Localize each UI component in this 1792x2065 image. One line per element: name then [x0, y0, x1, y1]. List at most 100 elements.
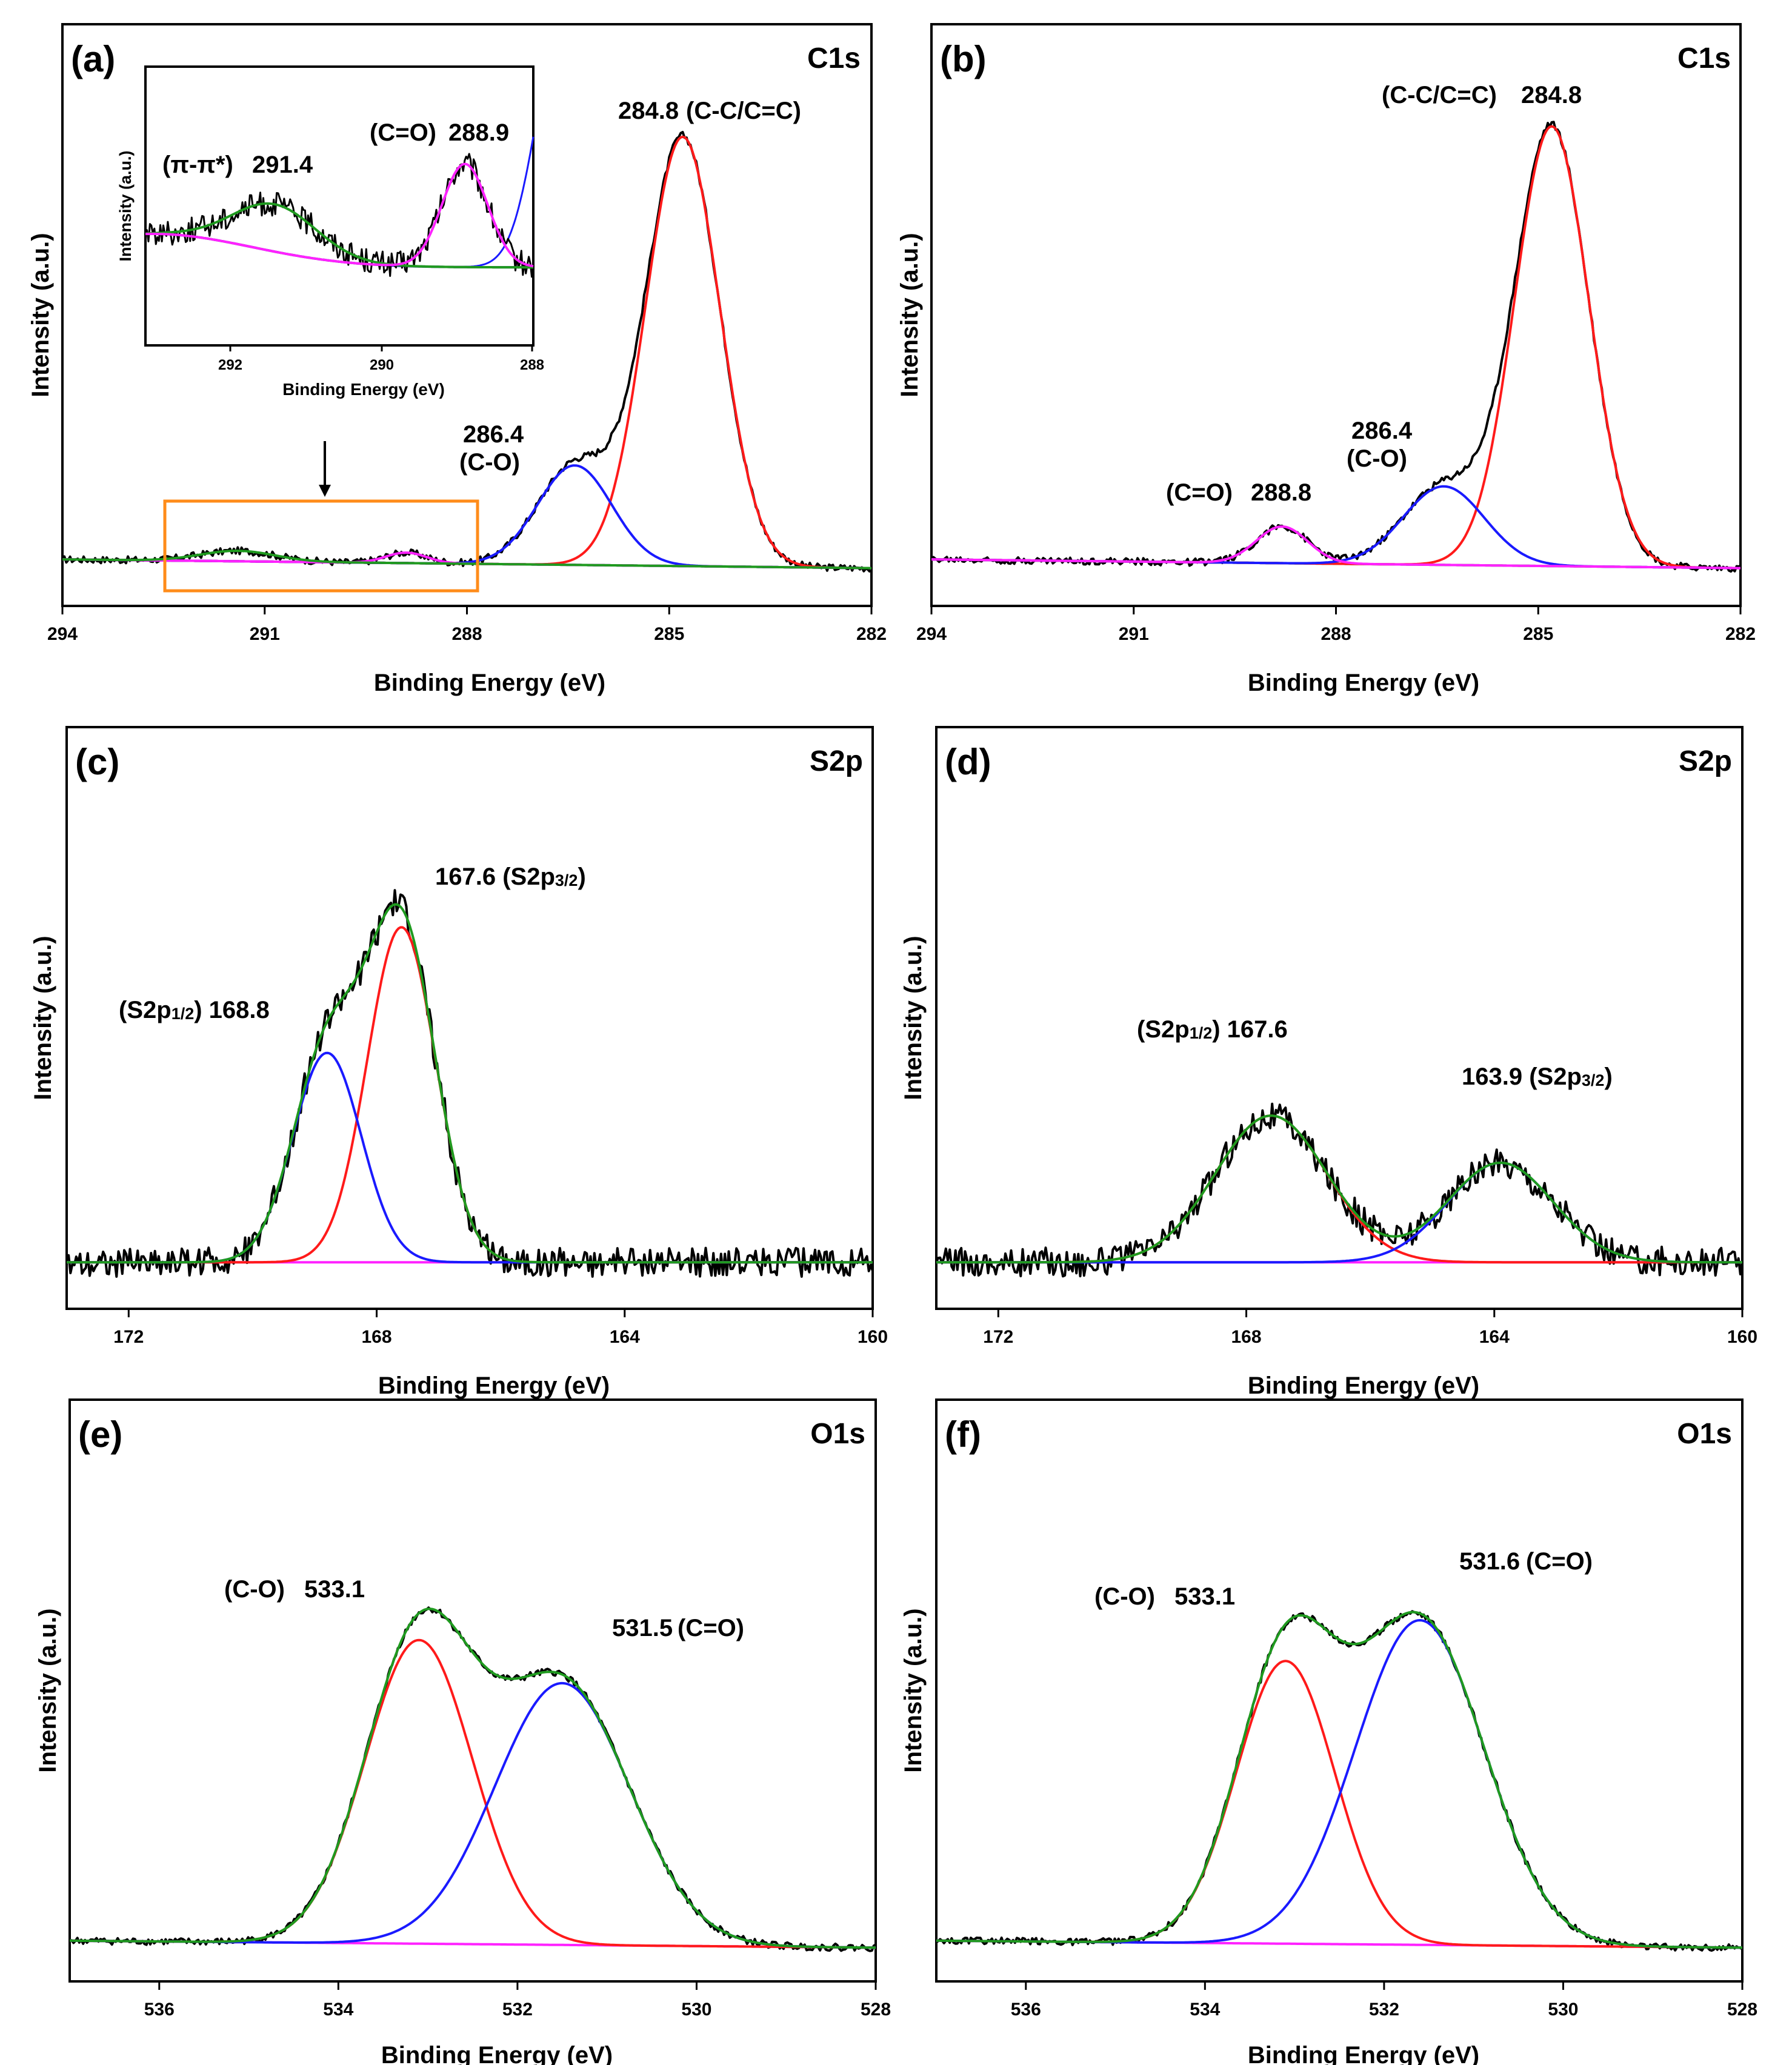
x-tick-label: 534 — [1190, 2000, 1220, 2020]
x-tick-label: 285 — [1523, 624, 1553, 644]
fit-envelope — [70, 1608, 876, 1949]
panel-a-letter: (a) — [71, 39, 115, 79]
x-tick-label: 536 — [144, 2000, 175, 2020]
raw-spectrum — [68, 1606, 876, 1952]
x-tick-label: 285 — [654, 624, 684, 644]
panel-f-ylabel: Intensity (a.u.) — [900, 1608, 927, 1772]
x-tick-label: 291 — [250, 624, 280, 644]
x-tick-label: 282 — [856, 624, 887, 644]
panel-e-peak1-value: 533.1 — [304, 1576, 365, 1603]
panel-f-title: O1s — [1677, 1418, 1732, 1450]
peak-s2p1-2 — [67, 1051, 873, 1264]
panel-d-frame — [935, 726, 1744, 1310]
panel-b-peak2-label: (C-O) — [1347, 445, 1407, 472]
panel-b-letter: (b) — [940, 39, 987, 79]
panel-a-inset: 292 290 288 Binding Energy (eV) Intensit… — [116, 65, 544, 399]
inset-co-value: 288.9 — [448, 119, 509, 146]
x-tick-label: 288 — [1321, 624, 1351, 644]
inset-tick-292: 292 — [218, 357, 242, 373]
inset-plot — [144, 136, 535, 278]
inset-raw — [144, 153, 535, 278]
raw-spectrum — [931, 121, 1741, 573]
x-tick-label: 160 — [1727, 1327, 1757, 1347]
panel-b-xlabel: Binding Energy (eV) — [1248, 670, 1479, 696]
peak-s2p3-2 — [67, 926, 873, 1264]
peak-c-c-c-c — [931, 125, 1740, 570]
peak-c-o — [70, 1681, 876, 1949]
inset-co-label: (C=O) — [370, 119, 436, 146]
panel-f-ticks: 536 534 532 530 528 — [1011, 1981, 1757, 2020]
panel-f-frame — [935, 1398, 1744, 1983]
panel-b-title: C1s — [1677, 42, 1731, 75]
panel-c-letter: (c) — [75, 742, 119, 782]
panel-d-letter: (d) — [945, 742, 991, 782]
x-tick-label: 164 — [1479, 1327, 1510, 1347]
panel-d-xlabel: Binding Energy (eV) — [1248, 1372, 1479, 1399]
panel-a-arrow-head — [319, 485, 331, 497]
x-tick-label: 536 — [1011, 2000, 1041, 2020]
panel-b-frame — [930, 23, 1742, 607]
x-tick-label: 168 — [362, 1327, 392, 1347]
peak-c-o — [936, 1660, 1742, 1949]
panel-c-xlabel: Binding Energy (eV) — [378, 1372, 610, 1399]
panel-e-frame — [68, 1398, 877, 1983]
panel-d: 172 168 164 160 (d) S2p (S2p1/2) 167.6 163.… — [900, 726, 1757, 1399]
peak-c-o — [70, 1638, 876, 1949]
x-tick-label: 172 — [983, 1327, 1013, 1347]
panel-e-xlabel: Binding Energy (eV) — [381, 2042, 613, 2065]
panel-c-ylabel: Intensity (a.u.) — [30, 936, 56, 1100]
panel-f-peak1-label: (C-O) — [1094, 1583, 1155, 1610]
panel-d-title: S2p — [1679, 745, 1732, 777]
inset-ylabel: Intensity (a.u.) — [116, 150, 135, 261]
panel-e-peak2-label: (C=O) — [678, 1615, 744, 1641]
panel-b-peak1-value: 284.8 — [1521, 82, 1582, 108]
panel-f: 536 534 532 530 528 (f) O1s (C-O) 533.1 531.… — [900, 1398, 1757, 2065]
inset-tick-290: 290 — [370, 357, 394, 373]
x-tick-label: 528 — [1727, 2000, 1757, 2020]
x-tick-label: 164 — [610, 1327, 640, 1347]
panel-a-plot — [62, 131, 873, 573]
panel-b-ticks: 294 291 288 285 282 — [916, 606, 1756, 644]
panel-f-plot — [935, 1610, 1744, 1952]
panel-b-peak1-label: (C-C/C=C) — [1382, 82, 1497, 108]
panel-f-peak2-value: 531.6 — [1459, 1548, 1520, 1575]
raw-spectrum — [935, 1610, 1744, 1952]
panel-c: 172 168 164 160 (c) S2p 167.6 (S2p3/2) (S2p… — [30, 726, 888, 1399]
panel-a-ticks: 294 291 288 285 282 — [47, 606, 887, 644]
x-tick-label: 532 — [1369, 2000, 1399, 2020]
panel-d-peak2: 163.9 (S2p3/2) — [1462, 1063, 1613, 1090]
panel-a: 294 291 288 285 282 (a) C1s 284.8 (C-C/C=C) … — [27, 23, 887, 696]
panel-a-ylabel: Intensity (a.u.) — [27, 233, 54, 397]
panel-c-ticks: 172 168 164 160 — [113, 1309, 888, 1347]
panel-b-plot — [931, 121, 1741, 573]
panel-b-ylabel: Intensity (a.u.) — [896, 233, 923, 397]
panel-a-highlight-box — [163, 499, 479, 593]
x-tick-label: 160 — [858, 1327, 888, 1347]
fit-envelope — [936, 1114, 1742, 1264]
inset-tick-288: 288 — [520, 357, 544, 373]
panel-e-letter: (e) — [78, 1414, 122, 1455]
panel-c-peak2: (S2p1/2) 168.8 — [119, 997, 270, 1023]
panel-a-peak1-value: 284.8 — [618, 98, 679, 124]
panel-a-peak2-label: (C-O) — [459, 449, 520, 476]
x-tick-label: 530 — [681, 2000, 711, 2020]
panel-b-peak3-value: 288.8 — [1251, 479, 1311, 506]
x-tick-label: 294 — [47, 624, 78, 644]
panel-d-ylabel: Intensity (a.u.) — [900, 936, 927, 1100]
inset-co-peak — [145, 162, 534, 268]
x-tick-label: 530 — [1548, 2000, 1578, 2020]
panel-d-ticks: 172 168 164 160 — [983, 1309, 1757, 1347]
panel-f-xlabel: Binding Energy (eV) — [1248, 2042, 1479, 2065]
x-tick-label: 532 — [502, 2000, 533, 2020]
panel-c-title: S2p — [810, 745, 863, 777]
x-tick-label: 528 — [861, 2000, 891, 2020]
inset-pi-label: (π-π*) — [162, 151, 233, 178]
inset-pi-value: 291.4 — [252, 151, 313, 178]
panel-e: 536 534 532 530 528 (e) O1s (C-O) 533.1 531.… — [35, 1398, 891, 2065]
panel-a-peak2-value: 286.4 — [463, 421, 524, 448]
panel-d-peak1: (S2p1/2) 167.6 — [1137, 1016, 1288, 1043]
panel-c-peak1: 167.6 (S2p3/2) — [435, 863, 586, 890]
panel-f-peak1-value: 533.1 — [1174, 1583, 1235, 1610]
panel-a-xlabel: Binding Energy (eV) — [374, 670, 605, 696]
